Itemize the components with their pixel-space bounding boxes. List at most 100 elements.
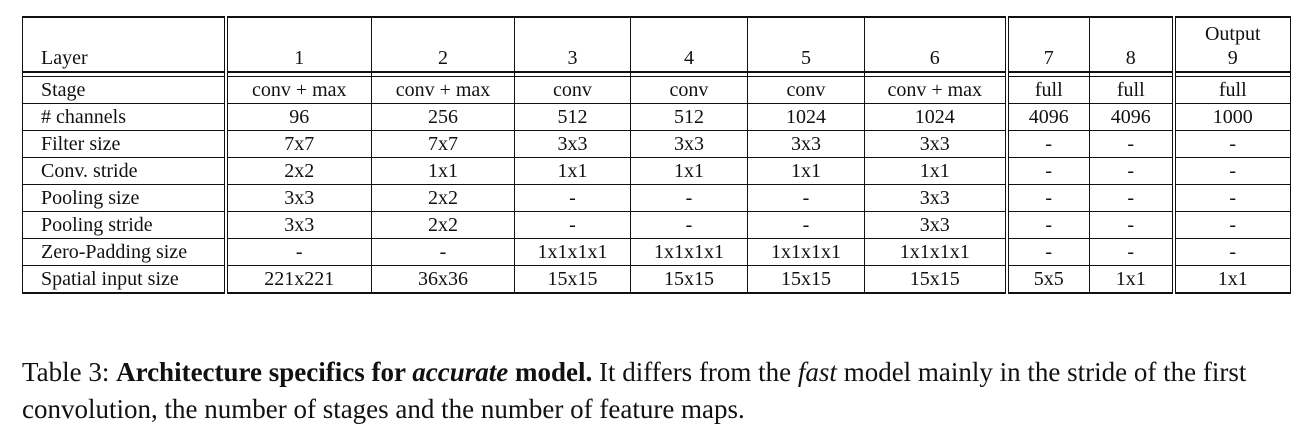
header-col-5: 5 (747, 16, 865, 73)
cell-layer-5: 1x1 (747, 157, 865, 185)
cell-layer-9: full (1171, 76, 1291, 104)
cell-layer-6: 3x3 (864, 130, 1007, 158)
cell-layer-6: 1024 (864, 103, 1007, 131)
cell-layer-1: 96 (223, 103, 372, 131)
cell-layer-3: 512 (514, 103, 631, 131)
cell-layer-5: conv (747, 76, 865, 104)
cell-layer-6: 3x3 (864, 211, 1007, 239)
caption-bold-italic: accurate (412, 357, 509, 387)
row-label: Conv. stride (22, 157, 226, 185)
cell-layer-8: - (1089, 157, 1174, 185)
cell-layer-3: - (514, 184, 631, 212)
cell-layer-7: - (1004, 157, 1090, 185)
caption-bold-a: Architecture specifics for (116, 357, 413, 387)
cell-layer-3: 1x1x1x1 (514, 238, 631, 266)
cell-layer-3: 3x3 (514, 130, 631, 158)
cell-layer-9: - (1171, 184, 1291, 212)
cell-layer-2: 36x36 (371, 265, 515, 294)
cell-layer-7: - (1004, 184, 1090, 212)
table-row: Spatial input size 221x221 36x36 15x15 15x15… (22, 265, 1291, 294)
cell-layer-4: - (630, 211, 748, 239)
header-row: Layer 1 2 3 4 5 6 7 8 Output 9 (22, 16, 1291, 73)
cell-layer-2: conv + max (371, 76, 515, 104)
cell-layer-1: - (223, 238, 372, 266)
cell-layer-4: 1x1x1x1 (630, 238, 748, 266)
table-row: Conv. stride 2x2 1x1 1x1 1x1 1x1 1x1- - - (22, 157, 1291, 185)
cell-layer-8: - (1089, 238, 1174, 266)
cell-layer-2: 2x2 (371, 184, 515, 212)
cell-layer-9: - (1171, 157, 1291, 185)
cell-layer-2: 1x1 (371, 157, 515, 185)
table-caption: Table 3: Architecture specifics for accu… (22, 354, 1292, 428)
table-row: Filter size 7x7 7x7 3x3 3x3 3x3 3x3- - - (22, 130, 1291, 158)
cell-layer-6: 15x15 (864, 265, 1007, 294)
cell-layer-9: - (1171, 130, 1291, 158)
cell-layer-3: 1x1 (514, 157, 631, 185)
table-row: Stage conv + max conv + max conv conv conv con… (22, 76, 1291, 104)
cell-layer-4: conv (630, 76, 748, 104)
cell-layer-5: - (747, 184, 865, 212)
header-col-6: 6 (864, 16, 1007, 73)
row-label: Spatial input size (22, 265, 226, 294)
cell-layer-2: 256 (371, 103, 515, 131)
table-row: Pooling size 3x3 2x2- - -3x3- - - (22, 184, 1291, 212)
caption-text-b: model mainly in the stride of the first … (22, 357, 1247, 424)
header-col-3: 3 (514, 16, 631, 73)
cell-layer-9: - (1171, 238, 1291, 266)
cell-layer-7: 5x5 (1004, 265, 1090, 294)
cell-layer-3: - (514, 211, 631, 239)
header-col-8: 8 (1089, 16, 1174, 73)
table-row: # channels 96 256 512 512 1024 1024 4096 4096 100… (22, 103, 1291, 131)
cell-layer-9: 1x1 (1171, 265, 1291, 294)
header-spacer (22, 72, 1291, 77)
cell-layer-6: 1x1 (864, 157, 1007, 185)
cell-layer-8: - (1089, 130, 1174, 158)
caption-bold-b: model. (508, 357, 593, 387)
cell-layer-6: conv + max (864, 76, 1007, 104)
header-label: Layer (22, 16, 226, 73)
table-row: Pooling stride 3x3 2x2- - -3x3- - - (22, 211, 1291, 239)
cell-layer-5: 1x1x1x1 (747, 238, 865, 266)
cell-layer-5: - (747, 211, 865, 239)
cell-layer-4: 512 (630, 103, 748, 131)
cell-layer-4: - (630, 184, 748, 212)
header-col-2: 2 (371, 16, 515, 73)
header-col-9-number: 9 (1227, 47, 1238, 69)
cell-layer-2: 2x2 (371, 211, 515, 239)
cell-layer-2: - (371, 238, 515, 266)
table-body: Layer 1 2 3 4 5 6 7 8 Output 9 Stage conv… (22, 16, 1291, 294)
cell-layer-5: 15x15 (747, 265, 865, 294)
cell-layer-4: 15x15 (630, 265, 748, 294)
cell-layer-8: - (1089, 211, 1174, 239)
cell-layer-8: 1x1 (1089, 265, 1174, 294)
row-label: Zero-Padding size (22, 238, 226, 266)
header-col-7: 7 (1004, 16, 1090, 73)
cell-layer-8: 4096 (1089, 103, 1174, 131)
cell-layer-8: - (1089, 184, 1174, 212)
cell-layer-7: - (1004, 130, 1090, 158)
caption-text-a: It differs from the (592, 357, 798, 387)
cell-layer-5: 3x3 (747, 130, 865, 158)
cell-layer-3: conv (514, 76, 631, 104)
cell-layer-1: 221x221 (223, 265, 372, 294)
cell-layer-7: - (1004, 238, 1090, 266)
cell-layer-9: - (1171, 211, 1291, 239)
row-label: Pooling stride (22, 211, 226, 239)
cell-layer-7: 4096 (1004, 103, 1090, 131)
cell-layer-2: 7x7 (371, 130, 515, 158)
cell-layer-4: 1x1 (630, 157, 748, 185)
row-label: Stage (22, 76, 226, 104)
table-row: Zero-Padding size - -1x1x1x1 1x1x1x1 1x1x1x1… (22, 238, 1291, 266)
cell-layer-1: conv + max (223, 76, 372, 104)
cell-layer-8: full (1089, 76, 1174, 104)
row-label: Pooling size (22, 184, 226, 212)
cell-layer-9: 1000 (1171, 103, 1291, 131)
header-col-1: 1 (223, 16, 372, 73)
architecture-table: Layer 1 2 3 4 5 6 7 8 Output 9 Stage conv… (22, 16, 1291, 294)
cell-layer-7: - (1004, 211, 1090, 239)
cell-layer-1: 7x7 (223, 130, 372, 158)
cell-layer-6: 1x1x1x1 (864, 238, 1007, 266)
caption-italic: fast (797, 357, 837, 387)
header-output-note: Output (1204, 23, 1261, 45)
header-col-9: Output 9 (1171, 16, 1291, 73)
